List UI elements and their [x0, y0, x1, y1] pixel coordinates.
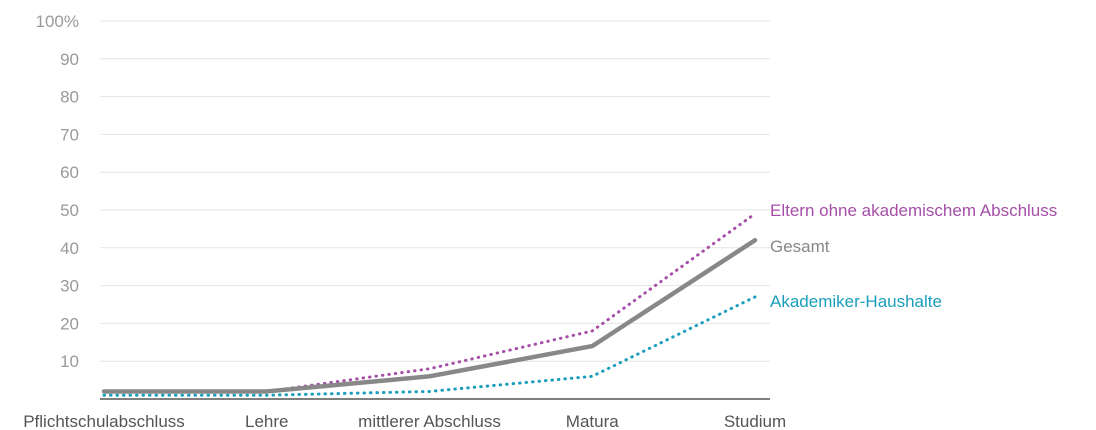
x-tick-label: Lehre: [245, 412, 288, 430]
x-tick-label: Studium: [724, 412, 786, 430]
y-tick-label: 30: [60, 277, 79, 296]
series-line: [101, 237, 758, 394]
y-tick-label: 70: [60, 125, 79, 144]
x-tick-label: mittlerer Abschluss: [358, 412, 501, 430]
y-axis-ticks: 10 20 30 40 50 60 70 80 90 100%: [36, 12, 79, 371]
x-axis-ticks: Pflichtschulabschluss Lehre mittlerer Absc…: [23, 412, 786, 430]
y-tick-label: 100%: [36, 12, 79, 31]
x-tick-label: Pflichtschulabschluss: [23, 412, 185, 430]
series-label: Eltern ohne akademischem Abschluss: [770, 201, 1057, 220]
series-labels: Eltern ohne akademischem Abschluss Gesamt…: [770, 201, 1057, 311]
y-tick-label: 40: [60, 239, 79, 258]
grid-lines: [100, 20, 770, 362]
y-tick-label: 10: [60, 352, 79, 371]
y-tick-label: 60: [60, 163, 79, 182]
y-tick-label: 80: [60, 88, 79, 107]
series-label: Akademiker-Haushalte: [770, 292, 942, 311]
series-line: [102, 295, 757, 397]
x-tick-label: Matura: [566, 412, 619, 430]
series-label: Gesamt: [770, 237, 830, 256]
y-tick-label: 20: [60, 314, 79, 333]
y-tick-label: 50: [60, 201, 79, 220]
series-lines: [101, 212, 758, 397]
y-tick-label: 90: [60, 50, 79, 69]
